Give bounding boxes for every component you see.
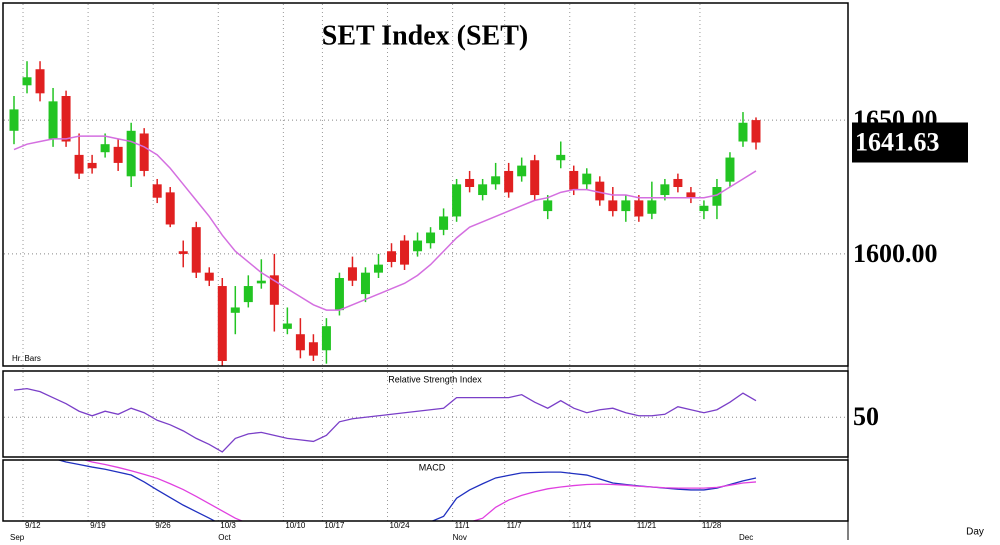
- candle-body: [191, 227, 201, 273]
- candle-body: [543, 200, 553, 212]
- x-tick-label: 10/3: [220, 521, 236, 530]
- candle-body: [74, 154, 84, 174]
- candle-body: [699, 205, 709, 212]
- candle-body: [751, 120, 761, 143]
- note: Hr. Bars: [12, 354, 41, 363]
- x-tick-label: 11/1: [455, 521, 471, 530]
- x-tick-label: 9/26: [155, 521, 171, 530]
- candle-body: [517, 165, 527, 177]
- chart-title: SET Index (SET): [322, 20, 528, 51]
- x-tick-label: 9/12: [25, 521, 41, 530]
- candle-body: [660, 184, 670, 196]
- candle-body: [465, 178, 475, 188]
- candle-body: [282, 323, 292, 329]
- candle-body: [504, 170, 514, 193]
- candle-body: [152, 184, 162, 198]
- candle-body: [61, 96, 71, 142]
- candle-body: [35, 69, 45, 94]
- candle-body: [738, 122, 748, 142]
- candle-body: [9, 109, 19, 131]
- candle-body: [608, 200, 618, 212]
- candle-body: [334, 278, 344, 311]
- candle-body: [321, 326, 331, 351]
- panel-marks: [56, 460, 757, 521]
- moving-average: [13, 135, 757, 311]
- grid: [4, 4, 847, 521]
- series-line: [82, 460, 757, 521]
- marks: [9, 61, 761, 521]
- candle-body: [569, 170, 579, 190]
- candle-body: [48, 101, 58, 139]
- y-tick-label: 1600.00: [853, 239, 938, 268]
- candle-body: [400, 240, 410, 265]
- y-tick-label: 50: [853, 402, 879, 431]
- candle-body: [256, 280, 266, 284]
- candle-body: [22, 77, 32, 86]
- candle-body: [373, 264, 383, 273]
- candle-body: [530, 160, 540, 196]
- macd-title: MACD: [419, 462, 446, 472]
- x-tick-label: 11/21: [637, 521, 657, 530]
- x-tick-label: 11/28: [702, 521, 722, 530]
- candle-body: [634, 200, 644, 217]
- candle-body: [100, 144, 110, 153]
- candle-body: [647, 200, 657, 214]
- candle-body: [347, 267, 357, 281]
- x-tick-label: 11/7: [507, 521, 523, 530]
- candle-body: [204, 272, 214, 281]
- last-value-label: 1641.63: [855, 127, 940, 156]
- candle-body: [556, 154, 566, 161]
- candle-body: [686, 192, 696, 198]
- candle-body: [295, 334, 305, 351]
- month-label: Dec: [739, 533, 753, 542]
- candle-body: [621, 200, 631, 212]
- x-tick-label: 10/24: [390, 521, 411, 530]
- candle-body: [491, 176, 501, 185]
- month-label: Sep: [10, 533, 25, 542]
- candle-body: [426, 232, 436, 244]
- candle-body: [478, 184, 488, 196]
- candle-body: [178, 251, 188, 254]
- candle-body: [269, 275, 279, 305]
- candle-body: [87, 162, 97, 169]
- x-tick-label: 11/14: [572, 521, 592, 530]
- x-tick-label: 10/17: [324, 521, 345, 530]
- candle-body: [217, 286, 227, 361]
- candle-body: [126, 130, 136, 177]
- month-label: Nov: [453, 533, 467, 542]
- candle-body: [308, 342, 318, 356]
- x-tick-label: 10/10: [285, 521, 306, 530]
- candle-body: [113, 146, 123, 163]
- candle-body: [139, 133, 149, 171]
- candle-body: [439, 216, 449, 230]
- candle-body: [165, 192, 175, 225]
- candle-body: [387, 251, 397, 262]
- x-tick-label: 9/19: [90, 521, 106, 530]
- candle-body: [595, 181, 605, 201]
- candle-body: [582, 173, 592, 185]
- candle-body: [712, 187, 722, 206]
- panel-marks: [9, 61, 761, 366]
- candle-body: [413, 240, 423, 252]
- series-line: [13, 387, 757, 453]
- month-label: Oct: [218, 533, 231, 542]
- x-axis-label: Day: [966, 527, 984, 538]
- candle-body: [243, 286, 253, 303]
- candle-body: [360, 272, 370, 295]
- panel-marks: [13, 387, 757, 453]
- candle-body: [673, 178, 683, 188]
- candle-body: [452, 184, 462, 217]
- candle-body: [725, 157, 735, 182]
- candle-body: [230, 307, 240, 313]
- last-value-box: [852, 122, 968, 163]
- labels: 9/12 9/19 9/26 10/3 10/10 10/17 10/24 11/1 11/7 1…: [10, 105, 968, 542]
- rsi-title: Relative Strength Index: [388, 374, 482, 384]
